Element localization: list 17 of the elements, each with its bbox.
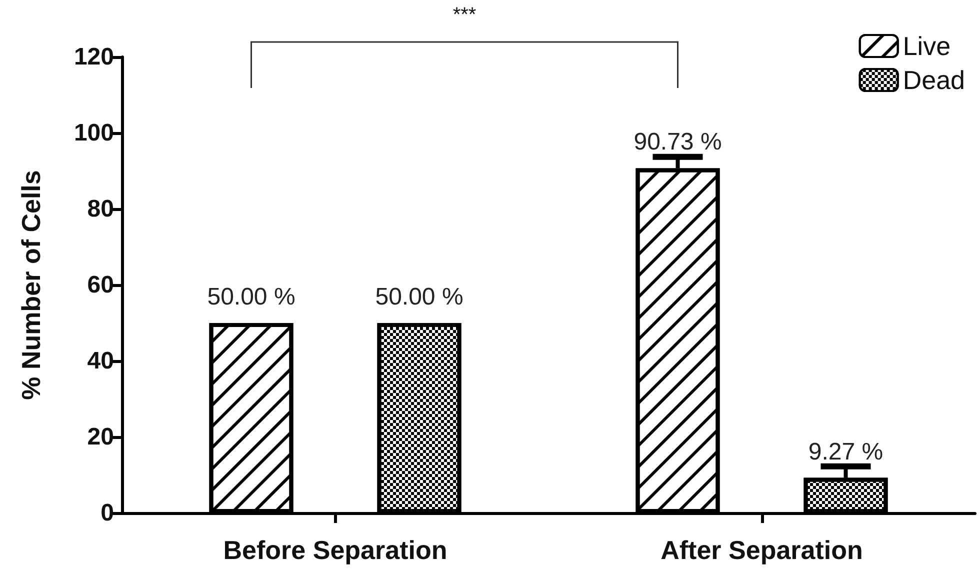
- y-tick-label: 80: [87, 196, 114, 222]
- x-tick-label: After Separation: [660, 535, 863, 565]
- y-tick-label: 20: [87, 424, 114, 450]
- y-tick-label: 120: [74, 44, 114, 70]
- legend-label: Dead: [902, 65, 965, 95]
- y-tick-label: 0: [100, 500, 114, 526]
- y-tick-label: 100: [74, 120, 114, 146]
- data-label: 50.00 %: [207, 284, 296, 310]
- legend-label: Live: [902, 31, 951, 61]
- y-axis-title: % Number of Cells: [16, 170, 46, 400]
- text: ***: [452, 4, 476, 26]
- x-tick-label: Before Separation: [223, 535, 448, 565]
- y-tick-label: 40: [87, 348, 114, 374]
- y-tick-label: 60: [87, 272, 114, 298]
- data-label: 9.27 %: [808, 438, 884, 466]
- data-label: 90.73 %: [634, 128, 722, 156]
- data-label: 50.00 %: [375, 284, 464, 310]
